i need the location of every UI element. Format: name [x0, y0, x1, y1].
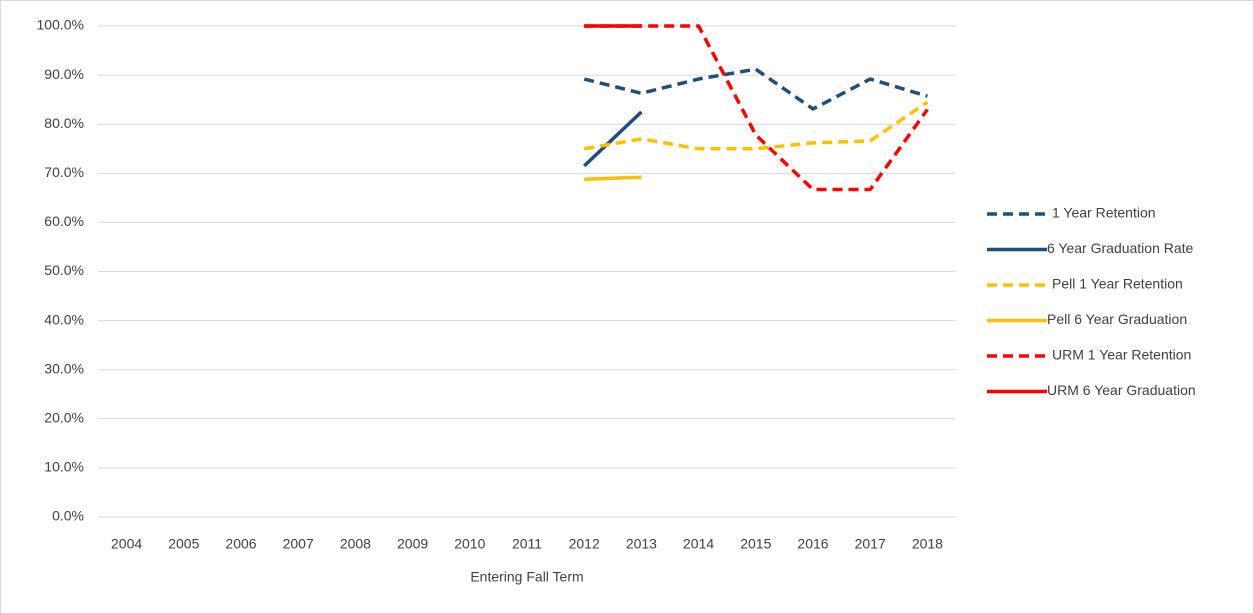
x-tick-label: 2015 [740, 536, 771, 552]
x-tick-label: 2004 [111, 536, 142, 552]
y-tick-label: 50.0% [44, 262, 84, 278]
legend-label: Pell 1 Year Retention [1052, 276, 1183, 292]
series-line [583, 67, 928, 111]
legend-label: URM 6 Year Graduation [1047, 382, 1196, 398]
x-tick-label: 2006 [225, 536, 256, 552]
y-tick-label: 90.0% [44, 66, 84, 82]
x-axis-title: Entering Fall Term [470, 569, 583, 585]
x-tick-label: 2010 [454, 536, 485, 552]
x-tick-label: 2014 [683, 536, 714, 552]
y-tick-label: 60.0% [44, 213, 84, 229]
x-tick-label: 2005 [168, 536, 199, 552]
x-tick-label: 2011 [512, 536, 542, 552]
series-line [582, 110, 643, 168]
x-tick-label: 2012 [569, 536, 600, 552]
legend-label: URM 1 Year Retention [1052, 347, 1191, 363]
y-tick-label: 30.0% [44, 360, 84, 376]
y-tick-label: 80.0% [44, 115, 84, 131]
x-tick-label: 2017 [855, 536, 886, 552]
series-line [584, 175, 642, 181]
x-tick-label: 2013 [626, 536, 657, 552]
x-tick-label: 2018 [912, 536, 943, 552]
series-line [583, 100, 929, 151]
y-tick-label: 100.0% [37, 17, 84, 33]
legend-label: Pell 6 Year Graduation [1047, 311, 1187, 327]
legend-label: 6 Year Graduation Rate [1047, 240, 1194, 256]
x-tick-label: 2016 [797, 536, 828, 552]
x-tick-label: 2009 [397, 536, 428, 552]
x-tick-label: 2008 [340, 536, 371, 552]
y-tick-label: 10.0% [44, 459, 84, 475]
y-tick-label: 0.0% [52, 508, 84, 524]
x-tick-label: 2007 [283, 536, 314, 552]
y-tick-label: 40.0% [44, 311, 84, 327]
y-tick-label: 70.0% [44, 164, 84, 180]
y-tick-label: 20.0% [44, 410, 84, 426]
legend-label: 1 Year Retention [1052, 205, 1156, 221]
